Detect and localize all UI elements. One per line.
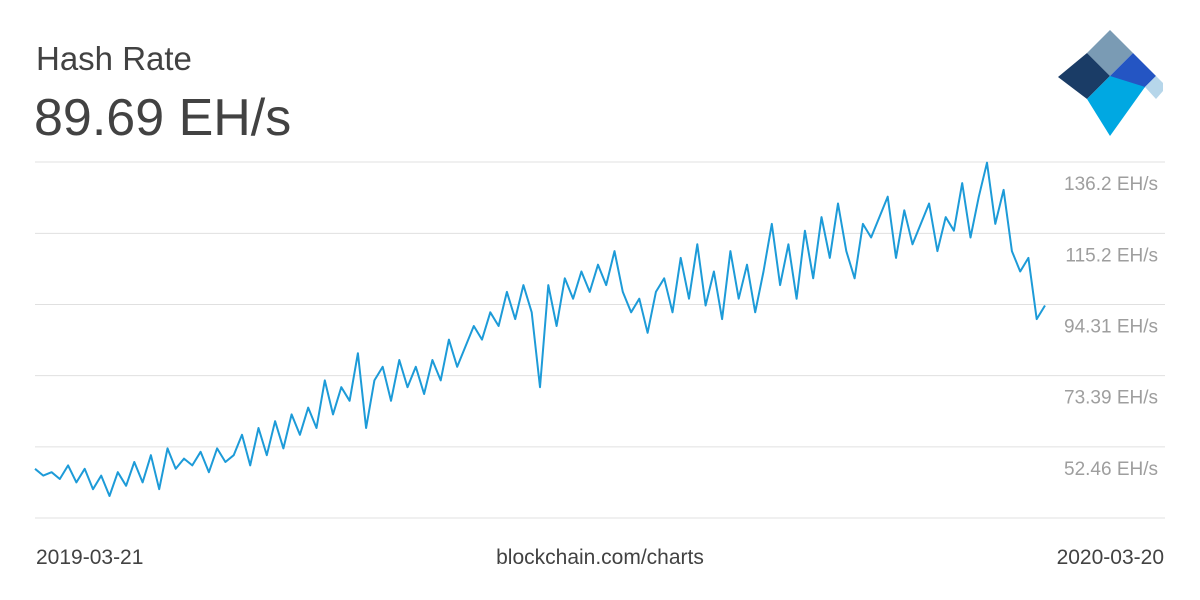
y-tick-label: 52.46 EH/s [1064,459,1158,480]
x-start-label: 2019-03-21 [36,546,143,569]
logo [1058,30,1163,136]
x-end-label: 2020-03-20 [1057,546,1164,569]
y-tick-label: 136.2 EH/s [1064,174,1158,195]
source-label: blockchain.com/charts [496,546,704,569]
data-line [34,161,1046,497]
y-tick-label: 115.2 EH/s [1065,245,1158,266]
headline-value: 89.69 EH/s [34,89,291,147]
y-tick-label: 94.31 EH/s [1064,316,1158,337]
y-tick-label: 73.39 EH/s [1064,388,1158,409]
chart-title: Hash Rate [36,40,192,77]
